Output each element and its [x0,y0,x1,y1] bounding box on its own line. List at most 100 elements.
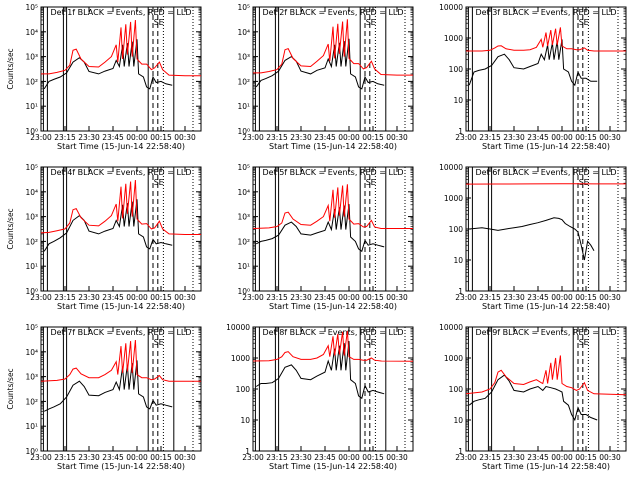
panel-title: Det 1f BLACK = Events, RED = LLD [50,8,191,17]
y-tick-label: 10² [25,397,38,406]
x-tick-label: 23:45 [527,453,549,462]
y-tick-label: 10⁵ [25,323,38,332]
y-tick-label: 100 [449,225,464,234]
series-events [43,360,173,412]
y-tick-label: 10⁴ [25,28,38,37]
panel-title: Det 6f BLACK = Events, RED = LLD [475,168,616,177]
x-axis-label: Start Time (15-Jun-14 22:58:40) [57,302,185,311]
y-tick-label: 10⁴ [25,188,38,197]
x-tick-label: 00:30 [599,293,621,302]
series-lld [40,339,201,382]
panel-title: Det 2f BLACK = Events, RED = LLD [262,8,403,17]
series-events [469,217,595,261]
x-tick-label: 00:00 [338,453,360,462]
series-lld [40,179,201,235]
y-tick-label: 10¹ [25,262,38,271]
x-tick-label: 00:15 [362,133,384,142]
y-tick-label: 10000 [226,323,250,332]
x-tick-label: 23:30 [290,133,312,142]
y-tick-label: 10 [453,256,463,265]
y-tick-label: 10 [453,96,463,105]
x-tick-label: 00:00 [551,293,573,302]
marker-label: E [159,18,164,27]
marker-label: E [371,338,376,347]
series-lld [465,355,627,396]
marker-label: E [159,178,164,187]
x-tick-label: 23:15 [54,453,76,462]
y-axis-label: Counts/sec [6,48,15,89]
y-tick-label: 10⁰ [25,287,38,296]
marker-label: E [371,18,376,27]
y-tick-label: 100 [449,65,464,74]
x-tick-label: 00:15 [575,293,597,302]
x-axis-label: Start Time (15-Jun-14 22:58:40) [482,302,610,311]
x-tick-label: 23:45 [527,293,549,302]
marker-label: S [154,338,159,347]
marker-label: E [584,178,589,187]
y-tick-label: 1 [458,287,463,296]
x-axis-label: Start Time (15-Jun-14 22:58:40) [57,142,185,151]
x-tick-label: 00:00 [126,133,148,142]
x-tick-label: 00:30 [386,453,408,462]
marker-label: E [584,338,589,347]
marker-label: S [366,178,371,187]
y-tick-label: 10¹ [25,102,38,111]
plot-frame [40,166,202,292]
plot-frame [465,6,627,132]
y-tick-label: 10⁴ [25,348,38,357]
x-tick-label: 23:45 [102,453,124,462]
y-tick-label: 10000 [439,3,463,12]
x-axis-label: Start Time (15-Jun-14 22:58:40) [269,142,397,151]
y-tick-label: 10⁵ [25,163,38,172]
x-tick-label: 23:00 [30,453,52,462]
x-tick-label: 00:15 [362,453,384,462]
y-tick-label: 10⁵ [25,3,38,12]
x-tick-label: 23:15 [479,133,501,142]
x-tick-label: 00:30 [386,133,408,142]
y-tick-label: 10⁰ [237,287,250,296]
y-tick-label: 1 [458,447,463,456]
plot-frame [40,6,202,132]
plot-frame [252,6,414,132]
x-tick-label: 00:30 [599,453,621,462]
y-tick-label: 1000 [444,354,463,363]
y-tick-label: 1 [458,127,463,136]
series-events [255,341,385,400]
y-tick-label: 1 [245,447,250,456]
y-tick-label: 10³ [25,53,38,62]
x-tick-label: 00:00 [126,453,148,462]
y-tick-label: 10³ [25,213,38,222]
x-tick-label: 00:15 [150,293,172,302]
marker-label: S [154,178,159,187]
x-tick-label: 23:45 [102,133,124,142]
x-tick-label: 23:15 [479,453,501,462]
x-tick-label: 23:00 [455,453,477,462]
x-tick-label: 23:00 [455,133,477,142]
y-axis-label: Counts/sec [6,368,15,409]
x-tick-label: 00:00 [126,293,148,302]
x-tick-label: 00:30 [386,293,408,302]
y-tick-label: 10² [237,77,250,86]
y-tick-label: 10¹ [237,102,250,111]
y-tick-label: 10 [240,416,250,425]
series-events [468,374,598,422]
x-tick-label: 23:45 [314,133,336,142]
series-events [255,204,385,253]
y-tick-label: 10⁵ [237,163,250,172]
x-tick-label: 00:15 [362,293,384,302]
x-tick-label: 00:15 [575,133,597,142]
x-tick-label: 23:45 [102,293,124,302]
x-tick-label: 23:30 [503,293,525,302]
x-tick-label: 00:30 [599,133,621,142]
panel-title: Det 5f BLACK = Events, RED = LLD [262,168,403,177]
x-tick-label: 23:00 [30,293,52,302]
x-tick-label: 00:30 [174,293,196,302]
y-tick-label: 10² [25,237,38,246]
x-tick-label: 23:00 [242,453,264,462]
